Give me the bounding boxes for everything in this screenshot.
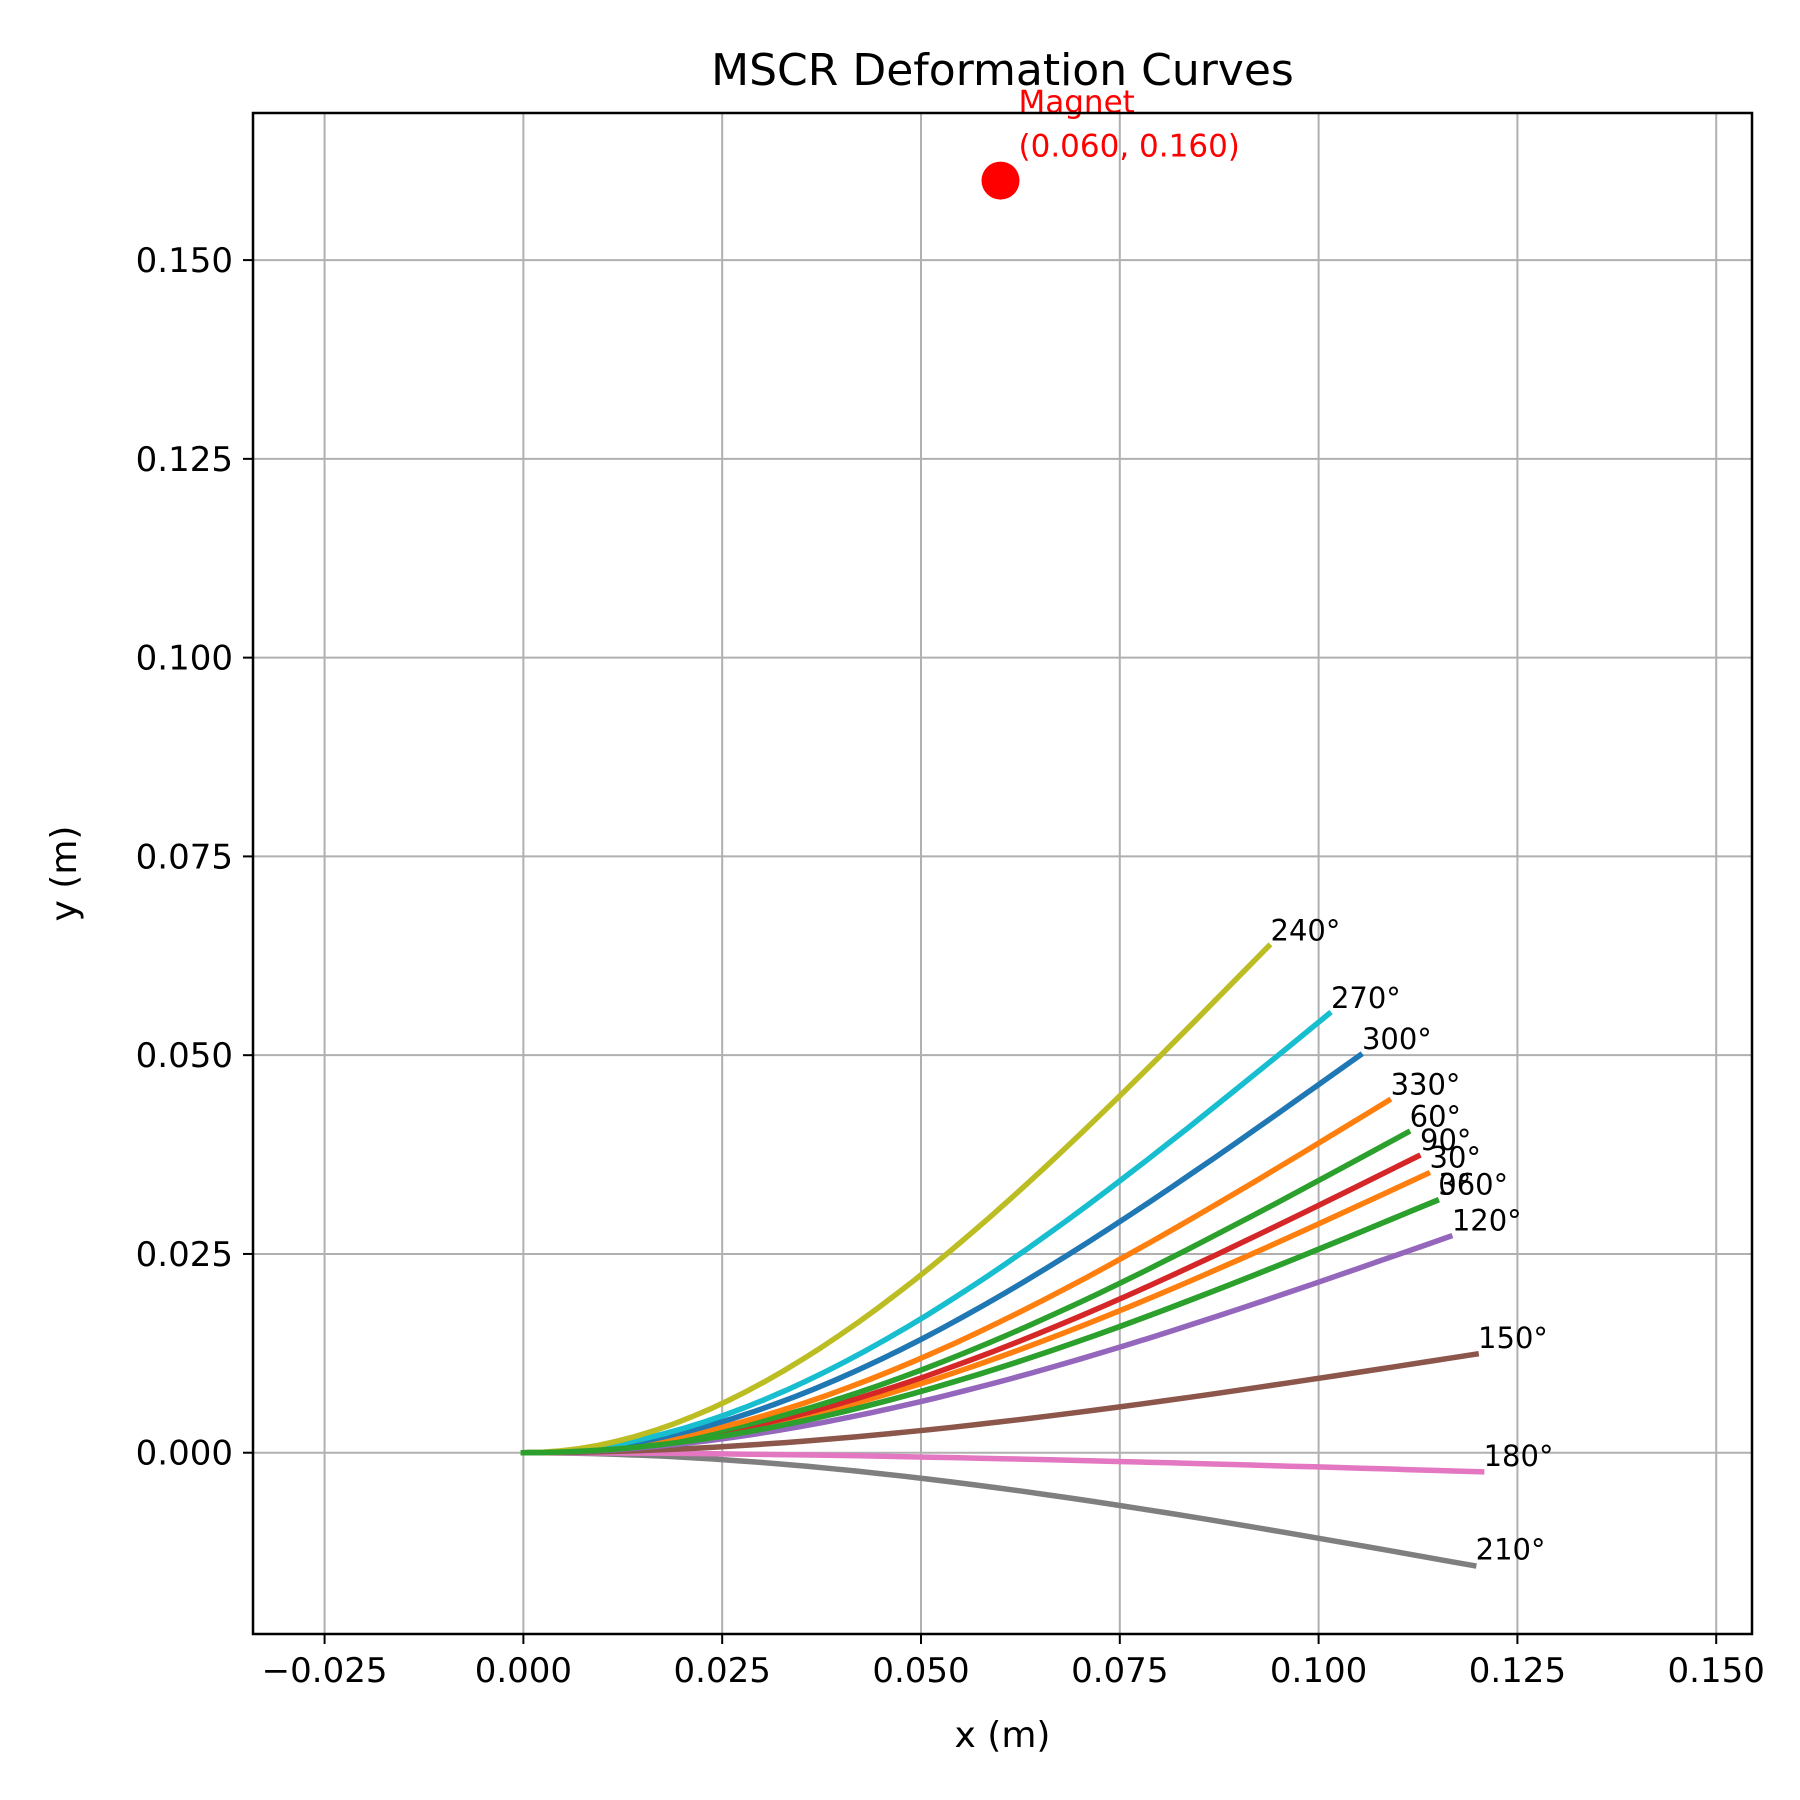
series-label: 210°	[1476, 1533, 1546, 1567]
chart-title: MSCR Deformation Curves	[711, 45, 1294, 96]
y-tick-label: 0.150	[136, 241, 233, 281]
series-label: 180°	[1484, 1439, 1554, 1473]
magnet-coordinates-label: (0.060, 0.160)	[1019, 129, 1240, 165]
grid	[253, 113, 1752, 1634]
y-axis-label: y (m)	[44, 826, 85, 922]
magnet-label: Magnet	[1019, 85, 1135, 121]
series-curve	[520, 942, 1273, 1456]
series-label: 90°	[1420, 1123, 1471, 1157]
magnet-marker	[981, 161, 1020, 200]
series-curve	[520, 1197, 1440, 1456]
curves	[520, 942, 1485, 1569]
x-tick-label: 0.000	[475, 1651, 572, 1691]
tick-labels: −0.025 0.000 0.025 0.050 0.075 0.100 0.125 0.15…	[136, 241, 1765, 1691]
series-label: 330°	[1391, 1067, 1461, 1101]
x-tick-label: 0.125	[1469, 1651, 1566, 1691]
series-label: 270°	[1331, 981, 1401, 1015]
y-tick-label: 0.050	[136, 1036, 233, 1076]
series-label: 240°	[1271, 913, 1341, 947]
series-label: 60°	[1410, 1099, 1461, 1133]
curve-labels: 210° 180° 150° 120°360°30°90°60°330° 300° 270…	[1271, 913, 1554, 1566]
series-label: 300°	[1362, 1022, 1432, 1056]
x-tick-label: 0.075	[1071, 1651, 1168, 1691]
series-curve	[520, 1449, 1485, 1475]
x-axis-label: x (m)	[955, 1715, 1051, 1756]
series-curve	[520, 1096, 1393, 1456]
ticks	[243, 259, 1718, 1644]
series-curve	[520, 1449, 1477, 1569]
series-curve	[520, 1350, 1480, 1456]
plot-frame	[251, 111, 1754, 1636]
y-tick-label: 0.075	[136, 837, 233, 877]
x-tick-label: −0.025	[262, 1651, 388, 1691]
y-tick-label: 0.025	[136, 1235, 233, 1275]
series-curve	[520, 1051, 1364, 1456]
series-curve	[520, 1009, 1333, 1456]
x-tick-label: 0.150	[1668, 1651, 1765, 1691]
x-tick-label: 0.025	[674, 1651, 771, 1691]
y-tick-label: 0.000	[136, 1434, 233, 1474]
series-label: 120°	[1452, 1203, 1522, 1237]
y-tick-label: 0.100	[136, 639, 233, 679]
series-label: 360°	[1438, 1168, 1508, 1202]
series-label: 150°	[1478, 1321, 1548, 1355]
series-label: 30°	[1430, 1141, 1481, 1175]
y-tick-label: 0.125	[136, 440, 233, 480]
x-tick-label: 0.050	[872, 1651, 969, 1691]
series-label: 0°	[1438, 1168, 1471, 1202]
x-tick-label: 0.100	[1270, 1651, 1367, 1691]
